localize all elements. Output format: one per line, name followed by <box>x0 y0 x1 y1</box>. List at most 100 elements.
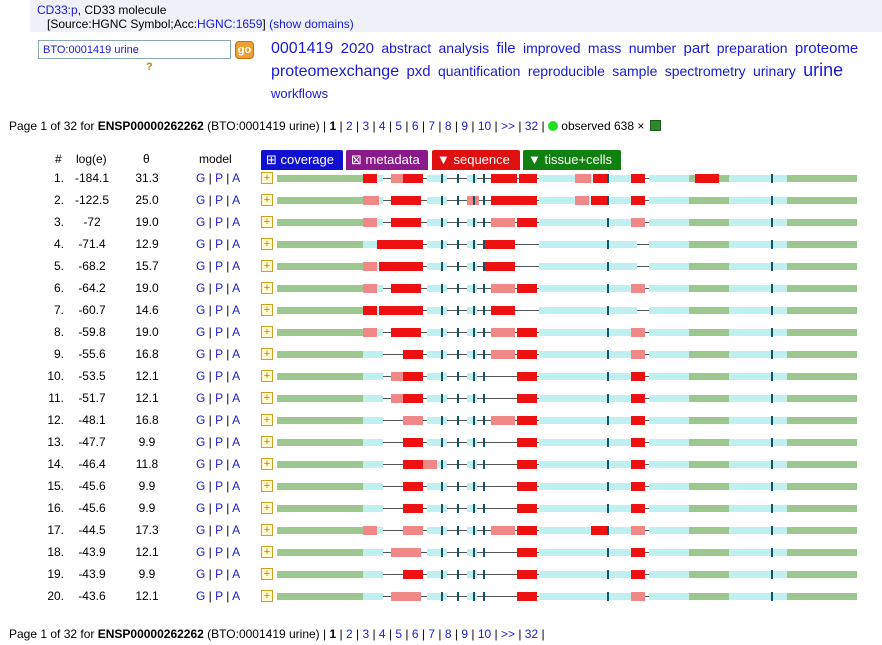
peptide-block[interactable] <box>515 196 537 205</box>
keyword-link[interactable]: proteome <box>794 40 859 57</box>
keyword-link[interactable]: quantification <box>437 63 521 79</box>
hgnc-link[interactable]: HGNC:1659 <box>197 17 263 31</box>
keyword-link[interactable]: preparation <box>716 40 788 56</box>
model-p-link[interactable]: P <box>215 457 223 471</box>
expand-plus-icon[interactable]: + <box>261 304 273 316</box>
peptide-block[interactable] <box>391 284 421 293</box>
model-p-link[interactable]: P <box>215 413 223 427</box>
expand-plus-icon[interactable]: + <box>261 568 273 580</box>
expand-plus-icon[interactable]: + <box>261 282 273 294</box>
peptide-block[interactable] <box>575 196 589 205</box>
expand-plus-icon[interactable]: + <box>261 414 273 426</box>
tab-metadata[interactable]: ⊠ metadata <box>346 150 428 170</box>
keyword-link[interactable]: reproducible <box>527 63 605 79</box>
sequence-coverage-track[interactable] <box>277 237 857 251</box>
keyword-link[interactable]: part <box>683 40 710 57</box>
keyword-link[interactable]: analysis <box>438 40 490 56</box>
page-link[interactable]: 8 <box>444 119 452 133</box>
observed-count[interactable]: observed 638 × <box>557 119 645 133</box>
peptide-block[interactable] <box>403 570 423 579</box>
page-link[interactable]: 32 <box>524 119 539 133</box>
peptide-block[interactable] <box>485 240 515 249</box>
model-p-link[interactable]: P <box>215 435 223 449</box>
expand-plus-icon[interactable]: + <box>261 502 273 514</box>
peptide-block[interactable] <box>631 504 645 513</box>
expand-plus-icon[interactable]: + <box>261 194 273 206</box>
keyword-link[interactable]: urine <box>803 60 844 80</box>
model-a-link[interactable]: A <box>232 281 241 295</box>
expand-plus-icon[interactable]: + <box>261 436 273 448</box>
model-g-link[interactable]: G <box>196 325 206 339</box>
peptide-block[interactable] <box>519 174 537 183</box>
sequence-coverage-track[interactable] <box>277 259 857 273</box>
tab-tissue-cells[interactable]: ▼ tissue+cells <box>523 150 621 170</box>
model-p-link[interactable]: P <box>215 325 223 339</box>
expand-plus-icon[interactable]: + <box>261 348 273 360</box>
model-g-link[interactable]: G <box>196 523 206 537</box>
keyword-link[interactable]: sample <box>612 63 658 79</box>
page-link[interactable]: 6 <box>411 119 419 133</box>
model-g-link[interactable]: G <box>196 215 206 229</box>
model-p-link[interactable]: P <box>215 479 223 493</box>
model-p-link[interactable]: P <box>215 237 223 251</box>
peptide-block[interactable] <box>491 328 515 337</box>
expand-plus-icon[interactable]: + <box>261 172 273 184</box>
model-a-link[interactable]: A <box>232 237 241 251</box>
peptide-block[interactable] <box>363 218 377 227</box>
sequence-coverage-track[interactable] <box>277 215 857 229</box>
expand-plus-icon[interactable]: + <box>261 480 273 492</box>
peptide-block[interactable] <box>517 504 537 513</box>
model-a-link[interactable]: A <box>232 369 241 383</box>
peptide-block[interactable] <box>517 284 537 293</box>
sequence-coverage-track[interactable] <box>277 545 857 559</box>
peptide-block[interactable] <box>391 218 421 227</box>
sequence-coverage-track[interactable] <box>277 501 857 515</box>
model-g-link[interactable]: G <box>196 281 206 295</box>
peptide-block[interactable] <box>631 284 645 293</box>
model-p-link[interactable]: P <box>215 523 223 537</box>
model-a-link[interactable]: A <box>232 193 241 207</box>
model-a-link[interactable]: A <box>232 325 241 339</box>
peptide-block[interactable] <box>391 548 421 557</box>
sequence-coverage-track[interactable] <box>277 589 857 603</box>
peptide-block[interactable] <box>517 372 537 381</box>
model-a-link[interactable]: A <box>232 259 241 273</box>
keyword-link[interactable]: improved <box>522 40 581 56</box>
peptide-block[interactable] <box>391 592 421 601</box>
peptide-block[interactable] <box>363 196 379 205</box>
model-g-link[interactable]: G <box>196 435 206 449</box>
peptide-block[interactable] <box>517 416 537 425</box>
peptide-block[interactable] <box>363 284 377 293</box>
keyword-link[interactable]: workflows <box>271 86 329 101</box>
page-link[interactable]: 2 <box>345 119 353 133</box>
peptide-block[interactable] <box>631 350 645 359</box>
keyword-link[interactable]: proteomexchange <box>271 63 400 80</box>
model-p-link[interactable]: P <box>215 303 223 317</box>
expand-plus-icon[interactable]: + <box>261 392 273 404</box>
tab-coverage[interactable]: ⊞ coverage <box>261 150 343 170</box>
page-link[interactable]: 6 <box>411 627 419 641</box>
model-g-link[interactable]: G <box>196 259 206 273</box>
model-g-link[interactable]: G <box>196 171 206 185</box>
peptide-block[interactable] <box>491 196 515 205</box>
model-p-link[interactable]: P <box>215 545 223 559</box>
expand-plus-icon[interactable]: + <box>261 326 273 338</box>
page-link[interactable]: 4 <box>378 119 386 133</box>
model-g-link[interactable]: G <box>196 501 206 515</box>
peptide-block[interactable] <box>491 306 515 315</box>
peptide-block[interactable] <box>517 526 537 535</box>
peptide-block[interactable] <box>631 372 645 381</box>
sequence-coverage-track[interactable] <box>277 193 857 207</box>
peptide-block[interactable] <box>485 262 515 271</box>
peptide-block[interactable] <box>631 570 645 579</box>
sequence-coverage-track[interactable] <box>277 457 857 471</box>
peptide-block[interactable] <box>593 174 607 183</box>
sequence-coverage-track[interactable] <box>277 171 857 185</box>
model-p-link[interactable]: P <box>215 281 223 295</box>
model-a-link[interactable]: A <box>232 413 241 427</box>
model-a-link[interactable]: A <box>232 589 241 603</box>
page-link[interactable]: >> <box>500 627 515 641</box>
page-link[interactable]: 5 <box>395 627 403 641</box>
peptide-block[interactable] <box>363 306 377 315</box>
peptide-block[interactable] <box>491 526 515 535</box>
